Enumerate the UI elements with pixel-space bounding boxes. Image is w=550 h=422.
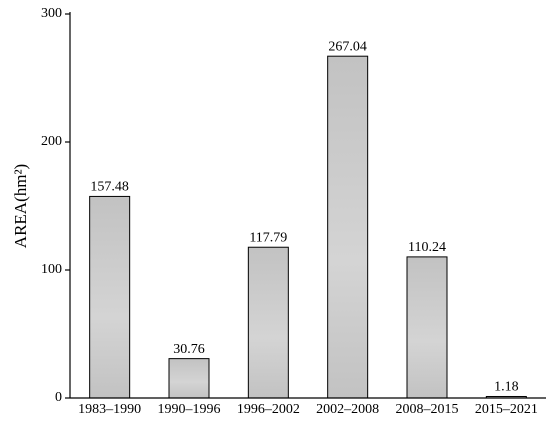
data-label: 30.76 [173,342,205,357]
y-axis-label: AREA(hm²) [11,164,30,248]
y-tick-label: 100 [41,262,62,277]
bar [247,246,289,399]
x-tick-label: 1990–1996 [158,402,221,417]
x-tick-label: 1983–1990 [78,402,141,417]
x-tick-label: 2015–2021 [475,402,538,417]
y-tick-label: 0 [55,390,62,405]
data-label: 1.18 [494,380,519,395]
bar [89,195,131,399]
data-label: 110.24 [408,240,446,255]
data-label: 117.79 [249,230,287,245]
bar [168,358,210,399]
y-tick-label: 300 [41,6,62,21]
bar [327,55,369,399]
x-tick-label: 1996–2002 [237,402,300,417]
data-label: 267.04 [328,39,367,54]
y-tick-label: 200 [41,134,62,149]
bar [406,256,448,399]
x-tick-label: 2002–2008 [316,402,379,417]
x-tick-label: 2008–2015 [396,402,459,417]
data-label: 157.48 [90,180,129,195]
